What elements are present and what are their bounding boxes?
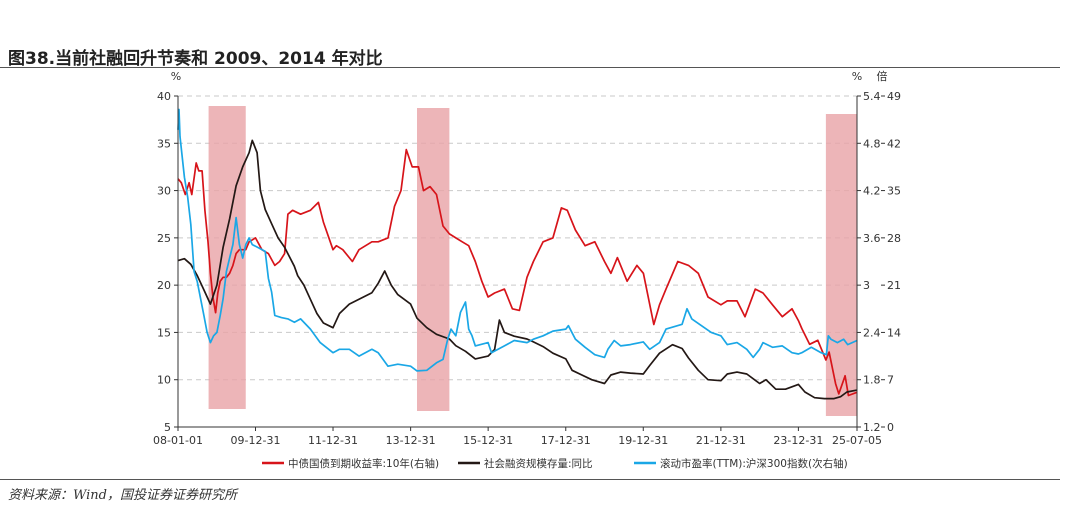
left-tick-label: 20 — [157, 279, 171, 292]
left-tick-label: 25 — [157, 232, 171, 245]
second-right-tick-label: 21 — [887, 279, 901, 292]
highlight-bands — [208, 106, 857, 416]
x-tick-label: 11-12-31 — [308, 434, 358, 447]
right-tick-label: 3.6 — [863, 232, 881, 245]
left-tick-label: 10 — [157, 374, 171, 387]
legend-label: 中债国债到期收益率:10年(右轴) — [288, 457, 439, 470]
x-tick-label: 17-12-31 — [541, 434, 591, 447]
x-tick-label: 09-12-31 — [231, 434, 281, 447]
right-tick-label: 5.4 — [863, 90, 881, 103]
legend-label: 社会融资规模存量:同比 — [484, 457, 593, 470]
second-right-tick-label: 0 — [887, 421, 894, 434]
second-right-axis-unit: 倍 — [877, 69, 888, 83]
right-tick-label: 1.8 — [863, 374, 881, 387]
left-tick-label: 40 — [157, 90, 171, 103]
second-right-tick-label: 42 — [887, 137, 901, 150]
series-line — [177, 139, 858, 400]
right-tick-label: 4.8 — [863, 137, 881, 150]
right-axis-unit: % — [852, 70, 862, 83]
x-tick-label: 13-12-31 — [386, 434, 436, 447]
chart-area: %% 倍 40 5.4 49 35 4.8 42 30 4.2 35 25 3.6 28 20 3 21 15 2.… — [153, 69, 901, 470]
second-right-tick-label: 14 — [887, 326, 901, 339]
axes: %% 倍 40 5.4 49 35 4.8 42 30 4.2 35 25 3.6 28 20 3 21 15 2.… — [153, 69, 901, 447]
source-note: 资料来源：Wind，国投证券证券研究所 — [8, 488, 237, 503]
second-right-tick-label: 49 — [887, 90, 901, 103]
legend-label: 滚动市盈率(TTM):沪深300指数(次右轴) — [660, 457, 848, 470]
left-tick-label: 35 — [157, 137, 171, 150]
highlight-band — [417, 108, 450, 411]
series-line — [177, 148, 858, 397]
x-tick-label: 21-12-31 — [696, 434, 746, 447]
second-right-tick-label: 28 — [887, 232, 901, 245]
legend: 中债国债到期收益率:10年(右轴) 社会融资规模存量:同比 滚动市盈率(TTM):沪… — [262, 457, 848, 470]
figure-title: 图38.当前社融回升节奏和 2009、2014 年对比 — [8, 49, 383, 69]
x-tick-label: 25-07-05 — [832, 434, 882, 447]
highlight-band — [208, 106, 246, 409]
right-tick-label: 4.2 — [863, 185, 881, 198]
left-tick-label: 30 — [157, 185, 171, 198]
series-lines — [177, 108, 858, 400]
x-tick-label: 23-12-31 — [773, 434, 823, 447]
x-tick-label: 19-12-31 — [618, 434, 668, 447]
x-tick-label: 15-12-31 — [463, 434, 513, 447]
right-tick-label: 2.4 — [863, 326, 881, 339]
left-axis-unit: % — [171, 70, 181, 83]
left-tick-label: 15 — [157, 326, 171, 339]
source-divider — [0, 479, 1060, 480]
second-right-tick-label: 35 — [887, 185, 901, 198]
x-tick-label: 08-01-01 — [153, 434, 203, 447]
highlight-band — [825, 114, 857, 416]
series-line — [177, 108, 858, 372]
right-tick-label: 1.2 — [863, 421, 881, 434]
title-divider — [0, 67, 1060, 68]
second-right-tick-label: 7 — [887, 374, 894, 387]
left-tick-label: 5 — [164, 421, 171, 434]
right-tick-label: 3 — [863, 279, 870, 292]
